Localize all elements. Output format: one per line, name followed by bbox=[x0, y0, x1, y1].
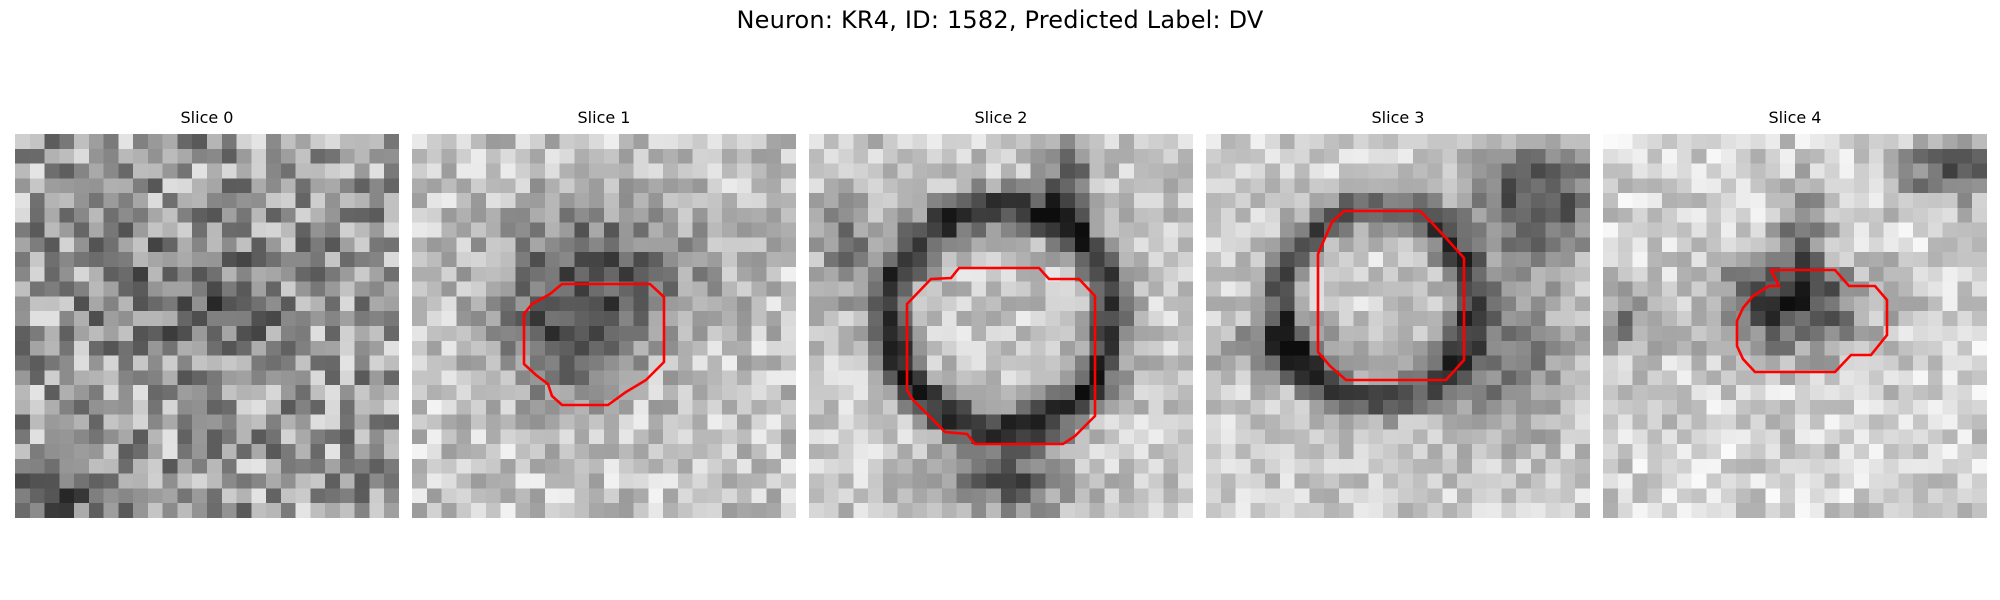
slice-image-1 bbox=[412, 134, 796, 518]
slice-pixels-0 bbox=[15, 134, 399, 518]
roi-contour-4 bbox=[1735, 268, 1889, 374]
slice-title-3: Slice 3 bbox=[1371, 108, 1425, 127]
slice-pixels-4 bbox=[1603, 134, 1987, 518]
roi-contour-3 bbox=[1316, 209, 1466, 382]
slice-pixels-3 bbox=[1206, 134, 1590, 518]
slice-pixels-2 bbox=[809, 134, 1193, 518]
slice-title-2: Slice 2 bbox=[974, 108, 1028, 127]
slice-title-4: Slice 4 bbox=[1768, 108, 1822, 127]
roi-contour-1 bbox=[522, 282, 666, 407]
slice-image-3 bbox=[1206, 134, 1590, 518]
roi-contour-2 bbox=[905, 266, 1097, 446]
slice-image-2 bbox=[809, 134, 1193, 518]
slice-title-0: Slice 0 bbox=[180, 108, 234, 127]
slice-title-1: Slice 1 bbox=[577, 108, 631, 127]
slice-image-0 bbox=[15, 134, 399, 518]
slice-pixels-1 bbox=[412, 134, 796, 518]
figure-title: Neuron: KR4, ID: 1582, Predicted Label: … bbox=[736, 6, 1264, 34]
slice-image-4 bbox=[1603, 134, 1987, 518]
